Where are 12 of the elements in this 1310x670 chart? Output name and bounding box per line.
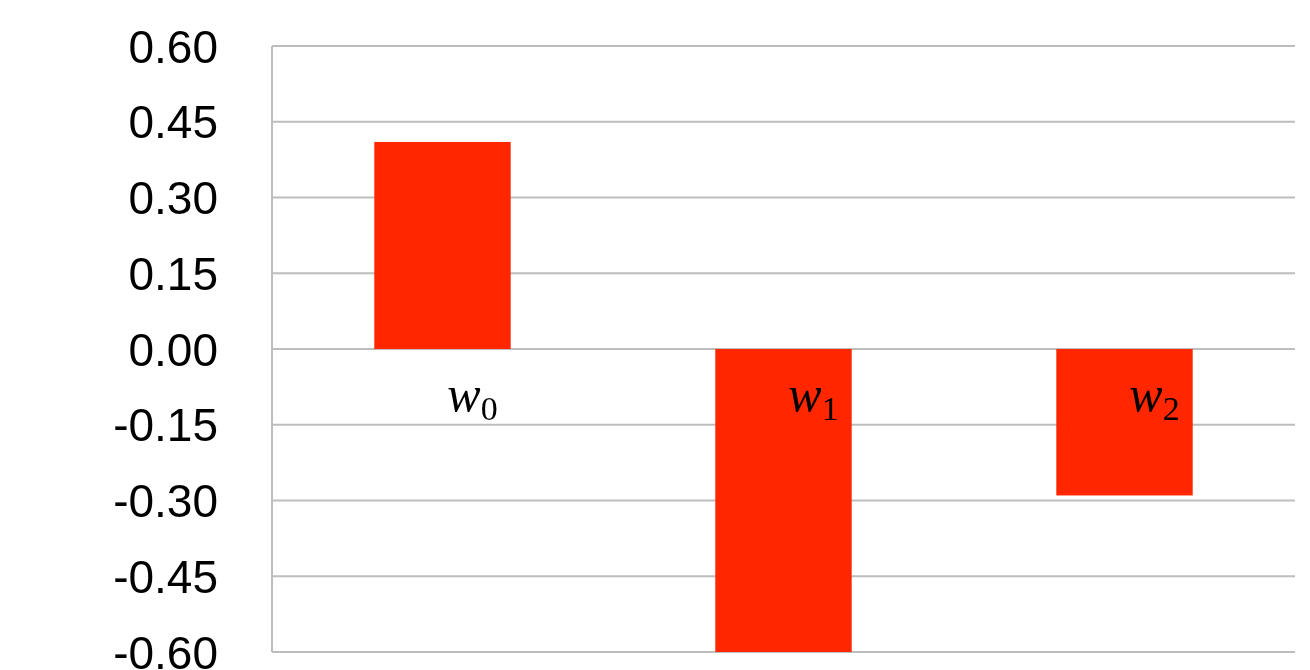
y-tick-label: 0.60 [128,20,218,73]
y-tick-label: -0.45 [113,550,218,603]
y-tick-label: 0.15 [128,247,218,300]
y-tick-label: -0.60 [113,626,218,670]
y-tick-label: -0.15 [113,399,218,452]
x-tick-label: w$_{1}$ [788,366,839,427]
x-tick-label: w$_{2}$ [1129,366,1180,427]
y-tick-label: 0.00 [128,323,218,376]
y-tick-label: 0.30 [128,172,218,225]
y-tick-label: 0.45 [128,96,218,149]
x-tick-label: w$_{0}$ [447,366,498,427]
y-tick-label: -0.30 [113,475,218,528]
